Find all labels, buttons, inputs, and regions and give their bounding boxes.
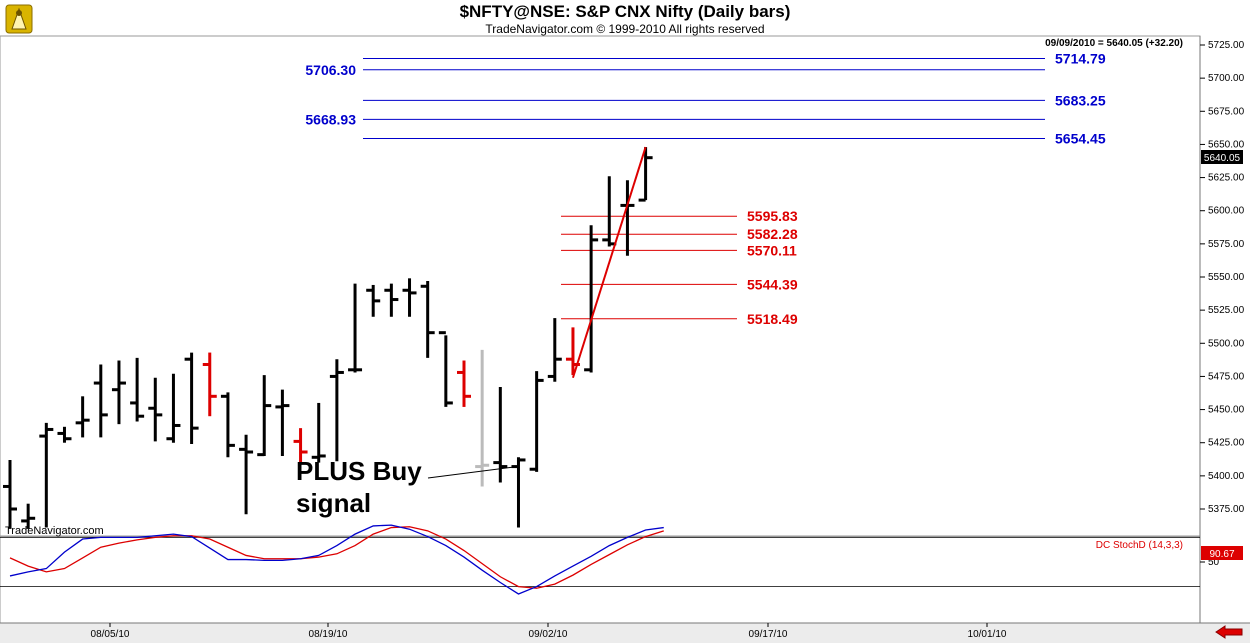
ohlc-bar: [438, 331, 453, 407]
price-tick-label: 5425.00: [1208, 438, 1245, 449]
red-level-label: 5544.39: [747, 276, 798, 292]
ohlc-bar: [75, 396, 90, 438]
red-level-label: 5595.83: [747, 208, 798, 224]
chart-header: $NFTY@NSE: S&P CNX Nifty (Daily bars) Tr…: [0, 0, 1250, 40]
chart-title: $NFTY@NSE: S&P CNX Nifty (Daily bars): [459, 2, 791, 21]
stochastic-pane[interactable]: [0, 536, 1201, 624]
annotation-pointer: [427, 466, 515, 479]
buy-signal-annotation-line2: signal: [296, 488, 371, 518]
ohlc-bar: [420, 280, 435, 358]
tradenavigator-logo-icon: [5, 4, 33, 34]
ohlc-bar: [21, 503, 36, 529]
ohlc-bar: [57, 426, 72, 443]
price-tick-label: 5525.00: [1208, 305, 1245, 316]
stochastic-d-line: [9, 526, 664, 589]
date-tick-label: 09/17/10: [749, 629, 788, 640]
ohlc-bar: [184, 352, 199, 445]
last-price-tag: [1201, 150, 1243, 164]
ohlc-bar: [457, 360, 471, 407]
ohlc-bar: [130, 357, 145, 422]
ohlc-bar: [39, 422, 54, 528]
price-tick-label: 5600.00: [1208, 206, 1245, 217]
ohlc-bar: [111, 360, 126, 425]
ohlc-bar: [584, 225, 599, 373]
ohlc-bar: [166, 373, 181, 443]
price-tick-label: 5450.00: [1208, 405, 1245, 416]
red-level-label: 5582.28: [747, 226, 798, 242]
ohlc-bar: [93, 364, 108, 438]
date-tick-label: 09/02/10: [529, 629, 568, 640]
stochastic-value-tag: [1201, 546, 1243, 560]
stochastic-value-tag-label: 90.67: [1209, 549, 1234, 560]
ohlc-bar: [148, 377, 163, 442]
price-tick-label: 5725.00: [1208, 40, 1245, 51]
date-tick-label: 08/19/10: [309, 629, 348, 640]
ohlc-bar: [511, 457, 526, 528]
date-axis: [0, 623, 1250, 643]
price-tick-label: 5400.00: [1208, 471, 1245, 482]
ohlc-bar: [220, 392, 235, 458]
blue-level-label: 5654.45: [1055, 131, 1106, 147]
ohlc-bar: [239, 434, 254, 515]
price-tick-label: 5550.00: [1208, 272, 1245, 283]
date-tick-label: 08/05/10: [91, 629, 130, 640]
ohlc-bar: [384, 283, 399, 317]
price-tick-label: 5500.00: [1208, 338, 1245, 349]
blue-level-label: 5714.79: [1055, 51, 1106, 67]
ohlc-bar: [529, 371, 544, 472]
price-tick-label: 5375.00: [1208, 504, 1245, 515]
ohlc-bar: [638, 147, 653, 202]
watermark: TradeNavigator.com: [5, 525, 104, 537]
ohlc-bar: [202, 352, 217, 417]
price-tick-label: 5700.00: [1208, 73, 1245, 84]
price-pane[interactable]: [0, 35, 1201, 537]
price-tick-label: 5575.00: [1208, 239, 1245, 250]
last-bar-info: 09/09/2010 = 5640.05 (+32.20): [1045, 38, 1183, 49]
scroll-left-arrow-icon[interactable]: [1214, 625, 1244, 639]
ohlc-bar: [311, 402, 326, 463]
stochastic-tick-label: 50: [1208, 557, 1220, 568]
ohlc-bar: [475, 349, 490, 487]
price-tick-label: 5675.00: [1208, 106, 1245, 117]
blue-level-label: 5683.25: [1055, 92, 1106, 108]
ohlc-bar: [348, 283, 363, 373]
ohlc-bar: [3, 459, 17, 529]
ohlc-bar: [366, 284, 381, 317]
stochastic-k-line: [9, 524, 664, 595]
price-axis: [1200, 36, 1250, 623]
ohlc-bar: [493, 387, 508, 483]
buy-signal-annotation-line1: PLUS Buy: [296, 456, 422, 486]
blue-level-label: 5706.30: [305, 62, 356, 78]
price-tick-label: 5625.00: [1208, 173, 1245, 184]
price-tick-label: 5475.00: [1208, 371, 1245, 382]
ohlc-bar: [402, 278, 417, 317]
red-level-label: 5518.49: [747, 311, 798, 327]
ohlc-bar: [329, 359, 344, 462]
blue-level-label: 5668.93: [305, 111, 356, 127]
ohlc-bar: [275, 389, 290, 456]
ohlc-bar: [293, 428, 308, 464]
price-tick-label: 5650.00: [1208, 139, 1245, 150]
ohlc-bar: [547, 318, 562, 382]
red-level-label: 5570.11: [747, 242, 797, 258]
chart-subtitle: TradeNavigator.com © 1999-2010 All right…: [485, 22, 765, 36]
stochastic-title: DC StochD (14,3,3): [1096, 540, 1183, 551]
last-price-tag-label: 5640.05: [1204, 153, 1241, 164]
trend-line: [572, 146, 647, 379]
ohlc-bar: [257, 375, 272, 457]
date-tick-label: 10/01/10: [968, 629, 1007, 640]
